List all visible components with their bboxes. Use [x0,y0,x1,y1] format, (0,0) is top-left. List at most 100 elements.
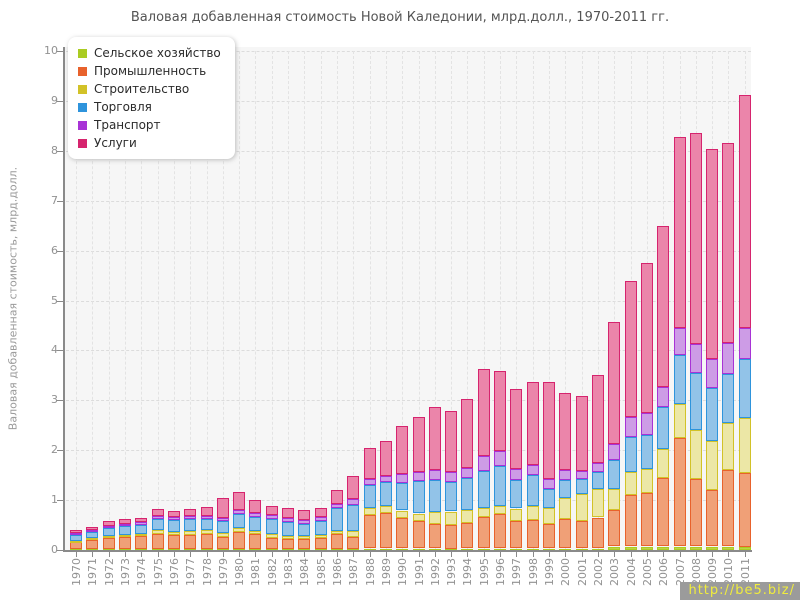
y-tick [57,51,63,52]
x-tick [206,552,208,557]
bar-2009-segment [706,546,719,550]
bar-1974-segment [135,522,148,525]
bar-2008-segment [689,133,702,344]
v-gridline [337,51,338,550]
x-tick [92,552,94,557]
bar-1976-segment [167,532,180,535]
x-tick-label: 2002 [591,558,605,586]
bar-2009-segment [706,490,719,547]
bar-1978-segment [200,530,213,534]
bar-1977-segment [184,534,197,549]
x-tick [337,552,338,557]
legend-item: Услуги [78,134,221,152]
v-gridline [255,51,257,550]
bar-2003-segment [608,546,621,550]
bar-1998-segment [526,465,539,476]
bar-1971-segment [86,532,99,538]
v-gridline [239,51,241,550]
bar-2011-segment [738,94,751,329]
bar-2001-segment [575,478,588,494]
bar-2005-segment [640,262,653,414]
bar-1991-segment [412,481,425,514]
bar-2002-segment [591,471,604,490]
x-tick [663,552,665,557]
bar-1970-segment [70,534,82,541]
legend-label: Услуги [94,136,137,150]
v-gridline [434,51,436,550]
x-tick [239,552,241,557]
bar-1972-segment [102,537,115,549]
bar-1971-segment [86,539,99,549]
h-gridline [66,450,751,452]
v-gridline [92,51,94,550]
bar-2006-segment [657,449,670,479]
bar-1996-segment [494,370,507,452]
bar-1990-segment [396,473,409,483]
x-tick-label: 1991 [412,558,426,586]
x-tick [516,552,518,557]
x-tick-label: 1974 [135,558,149,586]
bar-1987-segment [347,498,360,506]
x-tick [141,552,143,557]
legend: Сельское хозяйство Промышленность Строител… [68,37,235,159]
x-tick [434,552,436,557]
bar-2005-segment [640,546,653,550]
x-axis [63,550,752,552]
bar-1996-segment [494,506,507,514]
bar-1993-segment [445,525,458,549]
y-tick-label: 3 [51,393,58,407]
bar-1996-segment [494,451,507,466]
bar-1986-segment [331,503,343,508]
bar-2003-segment [608,510,621,547]
h-gridline [66,51,751,52]
bar-1991-segment [412,513,425,522]
v-gridline [516,51,518,550]
x-tick-label: 1995 [477,558,491,586]
v-gridline [320,51,322,550]
h-gridline [66,200,751,202]
bar-1987-segment [347,505,360,531]
y-tick-label: 6 [51,243,58,257]
v-gridline [402,51,404,550]
x-tick-label: 1981 [249,558,263,586]
bar-2010-segment [722,143,735,344]
x-tick [581,552,583,557]
bar-1988-segment [363,479,376,486]
x-tick [157,552,159,557]
bar-2005-segment [640,413,653,436]
x-tick-label: 2005 [640,558,654,586]
bar-2001-segment [575,493,588,521]
h-gridline [66,150,751,152]
watermark-link[interactable]: http://be5.biz/ [680,582,800,600]
y-tick [57,450,63,452]
bar-1973-segment [118,518,131,525]
bar-1982-segment [265,533,278,538]
legend-item: Торговля [78,98,221,116]
x-tick-label: 2001 [575,558,589,586]
v-gridline [500,51,502,550]
bar-2005-segment [640,493,653,547]
y-tick [57,400,63,402]
bar-1981-segment [249,500,262,514]
bar-2008-segment [689,430,702,480]
bar-1988-segment [363,515,376,549]
legend-label: Торговля [94,100,152,114]
bar-1984-segment [298,520,311,525]
bar-2003-segment [608,322,621,445]
bar-1988-segment [363,507,376,516]
bar-2006-segment [657,225,670,387]
bar-1987-segment [347,537,360,549]
bar-1992-segment [428,407,441,471]
bar-2007-segment [673,546,686,550]
x-tick [76,552,77,557]
y-tick [57,150,63,152]
bar-1993-segment [445,511,458,526]
x-tick-label: 2006 [657,558,671,586]
x-tick-label: 1989 [379,558,393,586]
legend-label: Промышленность [94,64,207,78]
y-tick [57,350,63,352]
v-gridline [581,51,583,550]
bar-1999-segment [543,523,555,549]
v-gridline [353,51,355,550]
